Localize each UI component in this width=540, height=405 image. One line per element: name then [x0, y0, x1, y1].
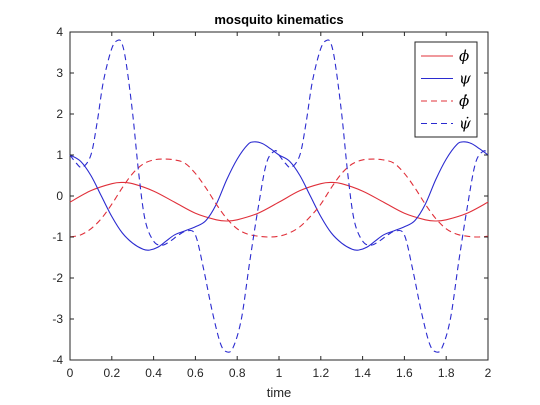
x-tick-label: 0.2 — [103, 366, 120, 380]
series-line-phi — [69, 181, 489, 222]
y-tick-label: 3 — [56, 66, 63, 80]
y-tick-label: 0 — [56, 189, 63, 203]
series-group — [69, 39, 489, 353]
x-tick-label: 1.4 — [354, 366, 371, 380]
series-line-phi-dot — [69, 158, 489, 238]
legend-label-phi: ϕ — [459, 47, 469, 65]
y-tick-label: -4 — [52, 353, 63, 367]
x-tick-label: 1.2 — [312, 366, 329, 380]
x-tick-label: 1 — [276, 366, 283, 380]
x-axis-title: time — [267, 385, 292, 400]
y-tick-label: -3 — [52, 312, 63, 326]
x-tick-label: 0.6 — [187, 366, 204, 380]
legend-label-psi: ψ — [459, 70, 471, 88]
chart-title: mosquito kinematics — [214, 12, 343, 27]
series-line-psi-dot — [69, 39, 489, 353]
legend-label-phi-dot: ϕ̇ — [459, 92, 469, 110]
y-tick-label: 4 — [56, 25, 63, 39]
legend-box — [414, 41, 478, 138]
x-tick-label: 0.8 — [229, 366, 246, 380]
y-tick-label: 1 — [56, 148, 63, 162]
y-tick-label: -1 — [52, 230, 63, 244]
x-tick-label: 1.6 — [396, 366, 413, 380]
x-tick-label: 0 — [67, 366, 74, 380]
y-ticks: -4 -3 -2 -1 0 1 2 3 4 — [52, 25, 488, 367]
x-ticks: 0 0.2 0.4 0.6 0.8 1 1.2 1.4 1.6 1.8 2 — [67, 32, 492, 380]
legend: ϕψ ϕ̇ ψ̇ — [414, 41, 478, 138]
x-tick-label: 1.8 — [438, 366, 455, 380]
series-line-psi — [69, 141, 489, 251]
x-tick-label: 2 — [485, 366, 492, 380]
y-tick-label: 2 — [56, 107, 63, 121]
y-tick-label: -2 — [52, 271, 63, 285]
x-tick-label: 0.4 — [145, 366, 162, 380]
legend-label-psi-dot: ψ̇ — [459, 115, 471, 133]
